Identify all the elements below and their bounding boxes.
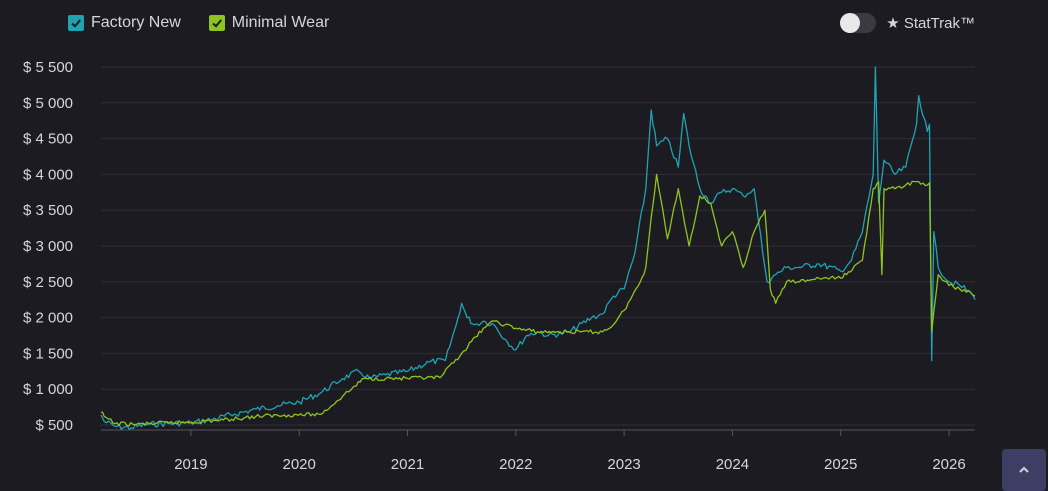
- x-tick-label: 2026: [932, 456, 965, 473]
- x-tick-label: 2025: [824, 456, 857, 473]
- y-tick-label: $ 2 500: [23, 274, 73, 291]
- checkbox-checked-icon[interactable]: [68, 15, 84, 31]
- x-tick-label: 2019: [174, 456, 207, 473]
- chevron-up-icon: [1019, 466, 1029, 473]
- series-line-factory-new: [100, 66, 976, 431]
- checkbox-checked-icon[interactable]: [208, 15, 225, 31]
- y-tick-label: $ 3 500: [23, 202, 73, 219]
- y-tick-label: $ 2 000: [23, 310, 73, 327]
- legend-factory-new[interactable]: Factory New: [68, 14, 181, 32]
- stattrak-label: ★ StatTrak™: [886, 15, 975, 32]
- y-tick-label: $ 4 000: [23, 166, 73, 183]
- y-tick-label: $ 1 000: [23, 381, 73, 398]
- x-tick-label: 2020: [283, 456, 316, 473]
- y-tick-label: $ 5 000: [23, 95, 73, 112]
- y-tick-label: $ 4 500: [23, 131, 73, 148]
- scroll-to-top-button[interactable]: [1002, 449, 1046, 491]
- stattrak-toggle[interactable]: [840, 13, 877, 33]
- x-tick-label: 2024: [716, 456, 749, 473]
- legend-factory-new-label: Factory New: [91, 14, 181, 31]
- chart-legend: Factory New Minimal Wear: [68, 14, 329, 32]
- legend-minimal-wear-label: Minimal Wear: [231, 14, 330, 31]
- toggle-knob: [840, 13, 861, 33]
- x-tick-label: 2021: [391, 456, 424, 473]
- series-line-minimal-wear: [100, 173, 976, 427]
- x-tick-label: 2022: [499, 456, 532, 473]
- y-tick-label: $ 5 500: [23, 59, 73, 76]
- stattrak-filter: ★ StatTrak™: [840, 13, 975, 33]
- y-tick-label: $ 1 500: [23, 345, 73, 362]
- y-tick-label: $ 3 000: [23, 238, 73, 255]
- legend-minimal-wear[interactable]: Minimal Wear: [208, 14, 330, 32]
- y-tick-label: $ 500: [35, 417, 73, 434]
- x-tick-label: 2023: [607, 456, 640, 473]
